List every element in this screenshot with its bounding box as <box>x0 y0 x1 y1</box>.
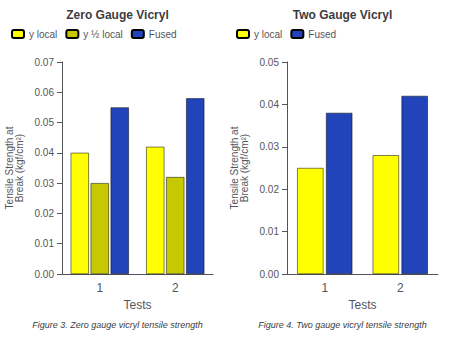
svg-text:Tests: Tests <box>348 298 376 312</box>
svg-text:0.00: 0.00 <box>35 269 55 280</box>
svg-text:y local: y local <box>29 29 57 40</box>
svg-text:Figure 4. Two gauge vicryl ten: Figure 4. Two gauge vicryl tensile stren… <box>258 320 426 330</box>
svg-text:0.07: 0.07 <box>35 57 55 68</box>
svg-text:Break (kgf/cm²): Break (kgf/cm²) <box>14 134 25 202</box>
svg-text:Tensile Strength at: Tensile Strength at <box>3 126 15 210</box>
svg-text:0.03: 0.03 <box>35 178 55 189</box>
svg-text:0.03: 0.03 <box>260 141 280 152</box>
svg-text:1: 1 <box>96 281 103 295</box>
svg-text:0.01: 0.01 <box>35 238 55 249</box>
svg-text:0.05: 0.05 <box>260 57 280 68</box>
svg-text:0.02: 0.02 <box>260 184 280 195</box>
svg-text:0.02: 0.02 <box>35 208 55 219</box>
svg-text:0.01: 0.01 <box>260 226 280 237</box>
svg-text:0.06: 0.06 <box>35 87 55 98</box>
svg-text:Two Gauge Vicryl: Two Gauge Vicryl <box>293 8 393 22</box>
svg-text:Break (kgf/cm²): Break (kgf/cm²) <box>239 134 250 202</box>
svg-text:Figure 3. Zero gauge vicryl te: Figure 3. Zero gauge vicryl tensile stre… <box>32 320 203 330</box>
svg-text:Tests: Tests <box>123 298 151 312</box>
svg-text:1: 1 <box>321 281 328 295</box>
svg-text:0.04: 0.04 <box>260 99 280 110</box>
svg-text:Tensile Strength at: Tensile Strength at <box>228 126 240 210</box>
svg-text:0.05: 0.05 <box>35 117 55 128</box>
svg-text:2: 2 <box>397 281 404 295</box>
svg-text:2: 2 <box>172 281 179 295</box>
svg-text:y ½ local: y ½ local <box>83 29 122 40</box>
svg-text:0.00: 0.00 <box>260 269 280 280</box>
svg-text:Fused: Fused <box>149 29 177 40</box>
svg-text:y local: y local <box>254 29 282 40</box>
svg-text:Fused: Fused <box>308 29 336 40</box>
svg-text:Zero Gauge Vicryl: Zero Gauge Vicryl <box>66 8 169 22</box>
svg-text:0.04: 0.04 <box>35 147 55 158</box>
